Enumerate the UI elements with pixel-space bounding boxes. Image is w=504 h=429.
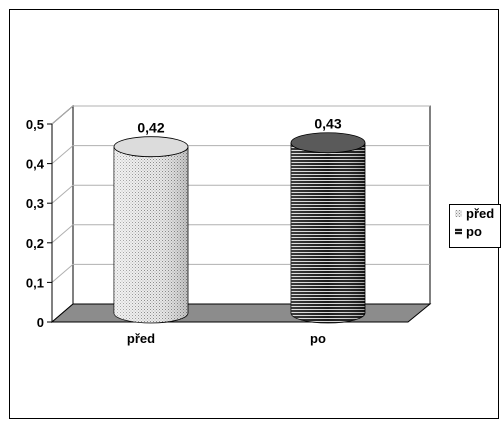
bar-cylinder-top [290, 132, 366, 154]
y-axis: 0 0,1 0,2 0,3 0,4 0,5 [26, 117, 53, 330]
bars: 0,42 0,43 [113, 116, 366, 324]
y-tick-label: 0,1 [26, 275, 44, 290]
bar-data-label: 0,43 [314, 116, 341, 132]
legend: před po [449, 204, 501, 248]
bar-cylinder-shading [291, 142, 365, 323]
gridline-side [51, 224, 74, 244]
legend-swatch [455, 228, 462, 235]
y-tick-label: 0,5 [26, 117, 44, 132]
x-axis-labels: před po [127, 331, 326, 346]
legend-swatch [455, 210, 462, 217]
gridline-side [51, 264, 74, 283]
gridline-side [51, 105, 74, 125]
y-tick-label: 0,4 [26, 157, 45, 172]
x-category-label: před [127, 331, 155, 346]
floor [50, 303, 432, 323]
side-wall [51, 104, 74, 324]
legend-entry-label: před [466, 206, 494, 221]
y-tick-label: 0,3 [26, 196, 44, 211]
bar-data-label: 0,42 [137, 120, 164, 136]
x-category-label: po [310, 331, 326, 346]
bar-cylinder-top [113, 136, 189, 158]
legend-box [449, 204, 501, 248]
gridline-side [51, 184, 74, 204]
bar-cylinder-shading [114, 146, 188, 323]
legend-entry-label: po [466, 224, 482, 239]
y-tick-label: 0 [37, 315, 44, 330]
gridline-side [51, 145, 74, 164]
y-tick-label: 0,2 [26, 236, 44, 251]
